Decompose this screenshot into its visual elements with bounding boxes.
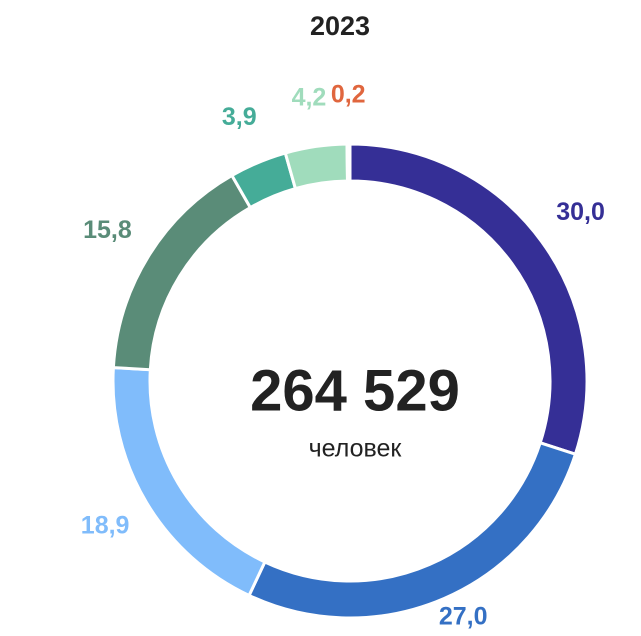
chart-title: 2023 (310, 11, 370, 41)
data-label: 27,0 (439, 603, 488, 631)
data-label: 4,2 (292, 84, 327, 112)
data-label: 18,9 (81, 511, 130, 539)
donut-segment (111, 173, 253, 372)
data-label: 30,0 (556, 198, 605, 226)
data-label: 0,2 (331, 81, 366, 109)
center-value: 264 529 (250, 358, 460, 423)
data-label: 15,8 (83, 216, 132, 244)
data-label: 3,9 (222, 103, 257, 131)
donut-segment (111, 366, 267, 598)
donut-segment (283, 142, 350, 191)
center-unit: человек (309, 435, 403, 463)
donut-segment (345, 142, 352, 183)
donut-segment (247, 440, 578, 620)
